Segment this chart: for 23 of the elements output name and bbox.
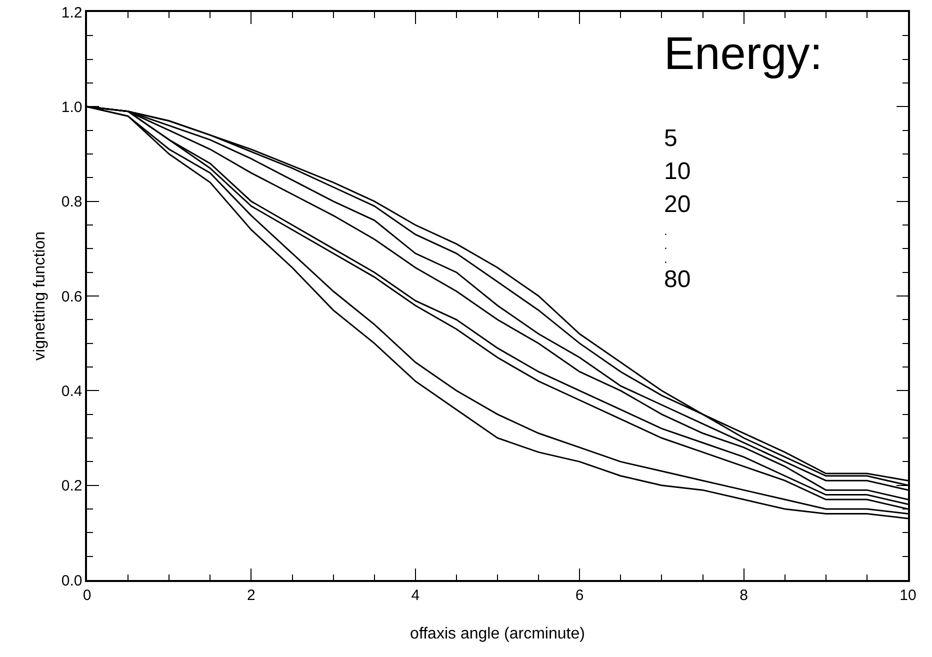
annotation: .: [664, 238, 668, 252]
x-tick-label: 10: [900, 586, 916, 604]
annotation: .: [664, 224, 668, 238]
x-tick-label: 6: [575, 586, 584, 604]
annotation: .: [664, 252, 668, 266]
x-tick-label: 0: [82, 586, 92, 604]
y-axis-title: vignetting function: [32, 232, 48, 360]
y-tick-label: 1.2: [61, 4, 82, 22]
annotation: 5: [664, 125, 678, 152]
y-tick-label: 1.0: [61, 98, 82, 116]
x-tick-label: 2: [247, 586, 256, 604]
y-tick-label: 0.4: [61, 382, 82, 400]
x-tick-label: 8: [740, 586, 748, 604]
y-tick-label: 0.0: [61, 572, 82, 590]
annotation: 80: [664, 266, 691, 293]
annotation: 20: [664, 191, 691, 218]
y-tick-label: 0.6: [61, 288, 82, 306]
annotation: 10: [664, 158, 691, 185]
y-tick-label: 0.2: [61, 478, 82, 495]
y-tick-label: 0.8: [61, 194, 82, 211]
x-axis-title: offaxis angle (arcminute): [410, 626, 585, 642]
annotation: Energy:: [664, 27, 823, 79]
x-tick-label: 4: [411, 586, 420, 604]
